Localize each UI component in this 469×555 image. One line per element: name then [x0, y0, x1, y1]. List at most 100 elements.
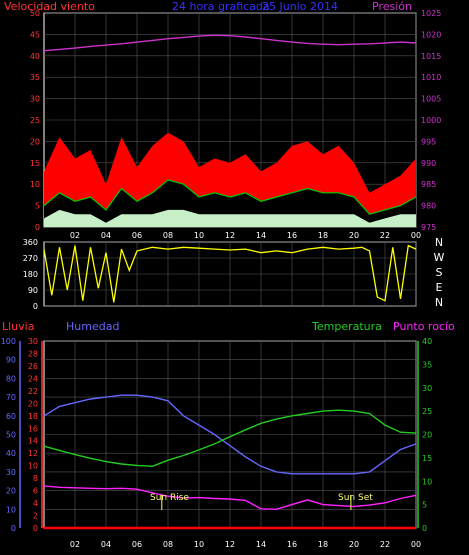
humidity-ytick-label: 4: [33, 499, 38, 508]
rain-ytick-label: 50: [6, 431, 16, 440]
series-line-humedad: [43, 394, 417, 475]
rain-ytick-label: 30: [6, 468, 16, 477]
direction-line: [43, 244, 417, 303]
wind-xtick-label: 06: [132, 231, 142, 240]
humidity-ytick-label: 26: [28, 362, 38, 371]
wind-ytick-label: 25: [30, 116, 40, 125]
temp-xtick-label: 00: [411, 540, 421, 549]
humidity-ytick-label: 12: [28, 449, 38, 458]
temp-xtick-label: 10: [194, 540, 204, 549]
pressure-line: [43, 34, 417, 52]
pressure-ytick-label: 980: [421, 202, 436, 211]
humidity-ytick-label: 6: [33, 487, 38, 496]
temperature-ytick-label: 10: [422, 477, 432, 486]
rain-ytick-label: 40: [6, 449, 16, 458]
center-title: 24 hora graficada: [172, 0, 270, 13]
pressure-ytick-label: 1010: [421, 73, 441, 82]
rain-ytick-label: 60: [6, 412, 16, 421]
wind-ytick-label: 35: [30, 73, 40, 82]
pressure-ytick-label: 1015: [421, 52, 441, 61]
wind-xtick-label: 10: [194, 231, 204, 240]
sunset-label: Sun Set: [338, 493, 373, 503]
temp-xtick-label: 08: [163, 540, 173, 549]
humidity-ytick-label: 14: [28, 437, 38, 446]
wind-avg-line: [43, 179, 417, 215]
direction-ytick-label: 90: [28, 286, 38, 295]
rain-ytick-label: 80: [6, 374, 16, 383]
wind-speed-title: Velocidad viento: [4, 0, 95, 13]
pressure-title: Presión: [372, 0, 412, 13]
wind-ytick-label: 30: [30, 95, 40, 104]
temperature-ytick-label: 15: [422, 454, 432, 463]
wind-ytick-label: 45: [30, 30, 40, 39]
wind-min-area: [44, 209, 416, 227]
humidity-ytick-label: 0: [33, 524, 38, 533]
wind-xtick-label: 16: [287, 231, 297, 240]
temperature-label: Temperatura: [311, 320, 382, 333]
dewpoint-label: Punto rocío: [393, 320, 455, 333]
pressure-ytick-label: 995: [421, 137, 436, 146]
pressure-ytick-label: 1020: [421, 30, 441, 39]
wind-ytick-label: 0: [35, 223, 40, 232]
direction-letter-label: W: [434, 251, 445, 264]
humidity-ytick-label: 28: [28, 349, 38, 358]
pressure-ytick-label: 985: [421, 180, 436, 189]
temp-xtick-label: 04: [101, 540, 111, 549]
wind-ytick-label: 20: [30, 137, 40, 146]
humidity-ytick-label: 16: [28, 424, 38, 433]
temp-xtick-label: 22: [380, 540, 390, 549]
direction-letter-label: E: [436, 281, 443, 294]
direction-letter-label: N: [435, 296, 443, 309]
temp-xtick-label: 06: [132, 540, 142, 549]
humidity-ytick-label: 20: [28, 399, 38, 408]
temperature-ytick-label: 25: [422, 407, 432, 416]
date-title: 25 Junio 2014: [262, 0, 338, 13]
pressure-ytick-label: 975: [421, 223, 436, 232]
temp-xtick-label: 14: [256, 540, 266, 549]
temp-xtick-label: 20: [349, 540, 359, 549]
wind-ytick-label: 50: [30, 9, 40, 18]
rain-ytick-label: 90: [6, 356, 16, 365]
wind-xtick-label: 08: [163, 231, 173, 240]
wind-xtick-label: 14: [256, 231, 266, 240]
wind-xtick-label: 04: [101, 231, 111, 240]
humidity-ytick-label: 10: [28, 462, 38, 471]
direction-ytick-label: 0: [33, 302, 38, 311]
rain-ytick-label: 10: [6, 505, 16, 514]
rain-ytick-label: 0: [11, 524, 16, 533]
temperature-ytick-label: 30: [422, 384, 432, 393]
temperature-ytick-label: 5: [422, 501, 427, 510]
humidity-ytick-label: 30: [28, 337, 38, 346]
pressure-ytick-label: 1000: [421, 116, 441, 125]
humidity-ytick-label: 22: [28, 387, 38, 396]
wind-xtick-label: 18: [318, 231, 328, 240]
direction-ytick-label: 270: [23, 254, 38, 263]
direction-letter-label: N: [435, 236, 443, 249]
rain-label: Lluvia: [2, 320, 34, 333]
humidity-ytick-label: 2: [33, 512, 38, 521]
humidity-ytick-label: 8: [33, 474, 38, 483]
wind-xtick-label: 00: [411, 231, 421, 240]
pressure-ytick-label: 1025: [421, 9, 441, 18]
wind-ytick-label: 10: [30, 180, 40, 189]
humidity-label: Humedad: [66, 320, 119, 333]
direction-letter-label: S: [436, 266, 443, 279]
wind-xtick-label: 12: [225, 231, 235, 240]
sunrise-label: Sun Rise: [150, 493, 189, 503]
temperature-ytick-label: 40: [422, 337, 432, 346]
wind-ytick-label: 15: [30, 159, 40, 168]
direction-ytick-label: 360: [23, 238, 38, 247]
temperature-ytick-label: 20: [422, 431, 432, 440]
rain-ytick-label: 20: [6, 487, 16, 496]
temp-xtick-label: 02: [70, 540, 80, 549]
temperature-ytick-label: 0: [422, 524, 427, 533]
wind-xtick-label: 20: [349, 231, 359, 240]
rain-ytick-label: 70: [6, 393, 16, 402]
series-line-temperatura: [43, 409, 417, 468]
temp-xtick-label: 12: [225, 540, 235, 549]
temperature-ytick-label: 35: [422, 360, 432, 369]
wind-ytick-label: 40: [30, 52, 40, 61]
pressure-ytick-label: 990: [421, 159, 436, 168]
temp-xtick-label: 16: [287, 540, 297, 549]
